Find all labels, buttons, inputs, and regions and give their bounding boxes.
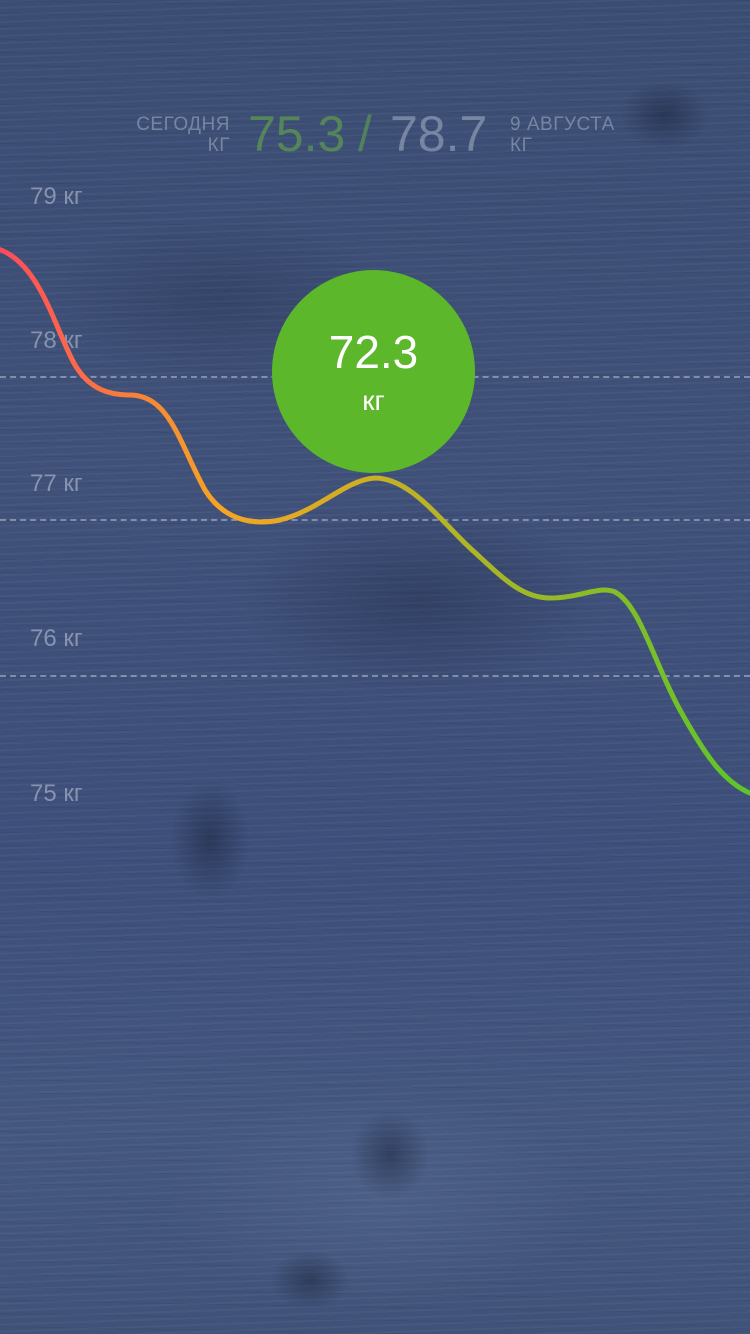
wood-knot <box>170 780 250 900</box>
y-axis-label-76: 76 кг <box>30 625 83 652</box>
selected-weight-bubble[interactable]: 72.3 кг <box>272 270 475 473</box>
today-label: СЕГОДНЯ КГ <box>136 114 230 156</box>
weight-separator: / <box>358 106 372 162</box>
selected-weight-unit: кг <box>362 385 385 416</box>
wood-knot <box>270 1250 350 1310</box>
grid-line <box>0 675 750 677</box>
y-axis-label-77: 77 кг <box>30 470 83 497</box>
target-date-label: 9 АВГУСТА КГ <box>510 114 615 156</box>
wood-knot <box>620 80 710 150</box>
wood-knot <box>350 1110 430 1200</box>
today-weight-value: 75.3 <box>248 106 346 162</box>
weight-summary-header: СЕГОДНЯ КГ 75.3 / 78.7 9 АВГУСТА КГ <box>0 108 750 168</box>
y-axis-label-78: 78 кг <box>30 327 83 354</box>
target-unit-text: КГ <box>510 135 533 156</box>
y-axis-label-75: 75 кг <box>30 780 83 807</box>
target-date-text: 9 АВГУСТА <box>510 114 615 135</box>
today-label-text: СЕГОДНЯ <box>136 114 230 135</box>
today-unit-text: КГ <box>207 135 230 156</box>
grid-line <box>0 519 750 521</box>
y-axis-label-79: 79 кг <box>30 183 83 210</box>
weight-trend-line <box>0 247 750 796</box>
target-weight-value: 78.7 <box>390 106 488 162</box>
selected-weight-value: 72.3 <box>328 326 419 378</box>
